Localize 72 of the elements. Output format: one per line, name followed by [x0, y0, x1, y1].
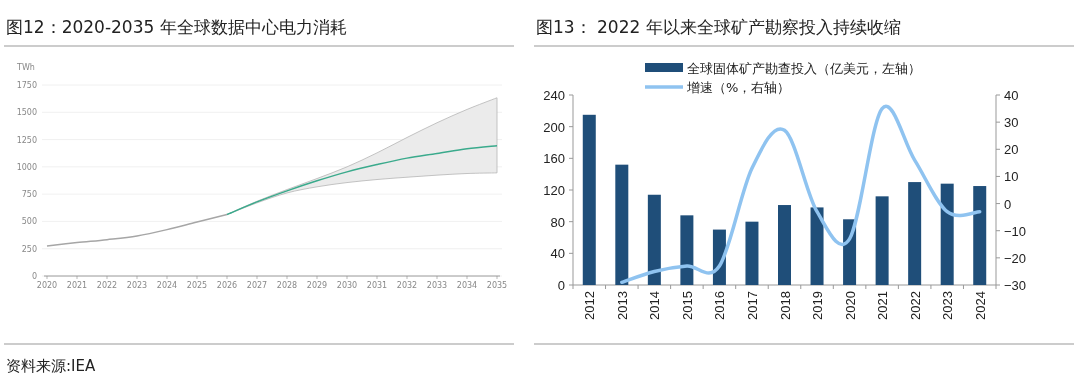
y2-tick-label: 40: [1004, 88, 1019, 103]
bar: [810, 207, 824, 285]
line-series: [620, 105, 982, 285]
line-series: [46, 213, 228, 247]
bar: [973, 186, 987, 285]
y-tick-label: 240: [543, 88, 565, 103]
x-tick-label: 2030: [336, 281, 358, 290]
x-tick-label: 2013: [614, 291, 630, 320]
y-tick-label: 200: [543, 119, 565, 135]
y2-tick-label: 20: [1004, 142, 1019, 158]
x-tick-label: 2027: [246, 281, 268, 290]
y-tick-label: 750: [21, 190, 37, 200]
x-tick-label: 2021: [66, 281, 88, 290]
x-tick-label: 2025: [186, 281, 208, 290]
bar: [908, 182, 922, 285]
y-tick-label: 250: [21, 244, 37, 254]
x-tick-label: 2023: [126, 281, 148, 290]
chart-title: 图12：2020-2035 年全球数据中心电力消耗: [6, 17, 347, 37]
x-tick-label: 2024: [972, 291, 988, 320]
legend-label: 全球固体矿产勘查投入（亿美元，左轴）: [687, 61, 921, 76]
x-tick-label: 2026: [216, 281, 238, 290]
legend-label: 增速（%，右轴）: [686, 80, 791, 95]
bar: [875, 196, 889, 285]
y-tick-label: 80: [550, 214, 565, 230]
x-tick-label: 2017: [744, 291, 760, 320]
y2-tick-label: −20: [1004, 250, 1027, 266]
x-tick-label: 2024: [156, 281, 178, 290]
y2-tick-label: 0: [1004, 196, 1012, 212]
line-series: [226, 145, 498, 216]
bar: [647, 194, 661, 285]
y-tick-label: 1750: [16, 81, 37, 90]
x-tick-label: 2022: [96, 281, 118, 290]
y-tick-label: 160: [543, 151, 565, 167]
x-tick-label: 2018: [777, 291, 793, 320]
x-tick-label: 2032: [396, 281, 418, 290]
bar: [615, 164, 629, 285]
x-tick-label: 2029: [306, 281, 328, 290]
x-tick-label: 2019: [810, 291, 826, 320]
y-tick-label: 500: [21, 217, 37, 227]
x-tick-label: 2020: [36, 281, 58, 290]
x-tick-label: 2033: [426, 281, 448, 290]
y-axis-title: TWh: [16, 63, 35, 72]
bar: [745, 221, 759, 285]
text: 资料来源:IEA: [6, 357, 96, 375]
y2-tick-label: 10: [1004, 169, 1019, 185]
bar: [680, 215, 694, 285]
x-tick-label: 2034: [456, 281, 478, 290]
y-tick-label: 0: [557, 278, 565, 293]
y2-tick-label: −30: [1004, 278, 1027, 293]
y-tick-label: 40: [550, 246, 565, 262]
x-tick-label: 2012: [582, 291, 598, 320]
y-tick-label: 1000: [16, 162, 37, 172]
bar: [940, 183, 954, 285]
x-tick-label: 2028: [276, 281, 298, 290]
x-tick-label: 2031: [366, 281, 388, 290]
x-tick-label: 2014: [647, 291, 663, 320]
x-tick-label: 2015: [679, 291, 695, 320]
x-tick-label: 2022: [907, 291, 923, 320]
y-tick-label: 0: [31, 272, 37, 281]
y2-tick-label: 30: [1004, 115, 1019, 131]
y2-tick-label: −10: [1004, 223, 1027, 239]
x-tick-label: 2020: [842, 291, 858, 320]
x-tick-label: 2035: [486, 281, 508, 290]
bar: [778, 205, 791, 285]
y-tick-label: 120: [543, 183, 565, 198]
y-tick-label: 1250: [16, 135, 37, 145]
x-tick-label: 2016: [712, 291, 728, 320]
x-tick-label: 2023: [940, 291, 956, 320]
x-tick-label: 2021: [875, 291, 891, 320]
chart-title: 图13： 2022 年以来全球矿产勘察投入持续收缩: [536, 17, 901, 37]
bar: [582, 114, 596, 285]
y-tick-label: 1500: [16, 108, 37, 118]
